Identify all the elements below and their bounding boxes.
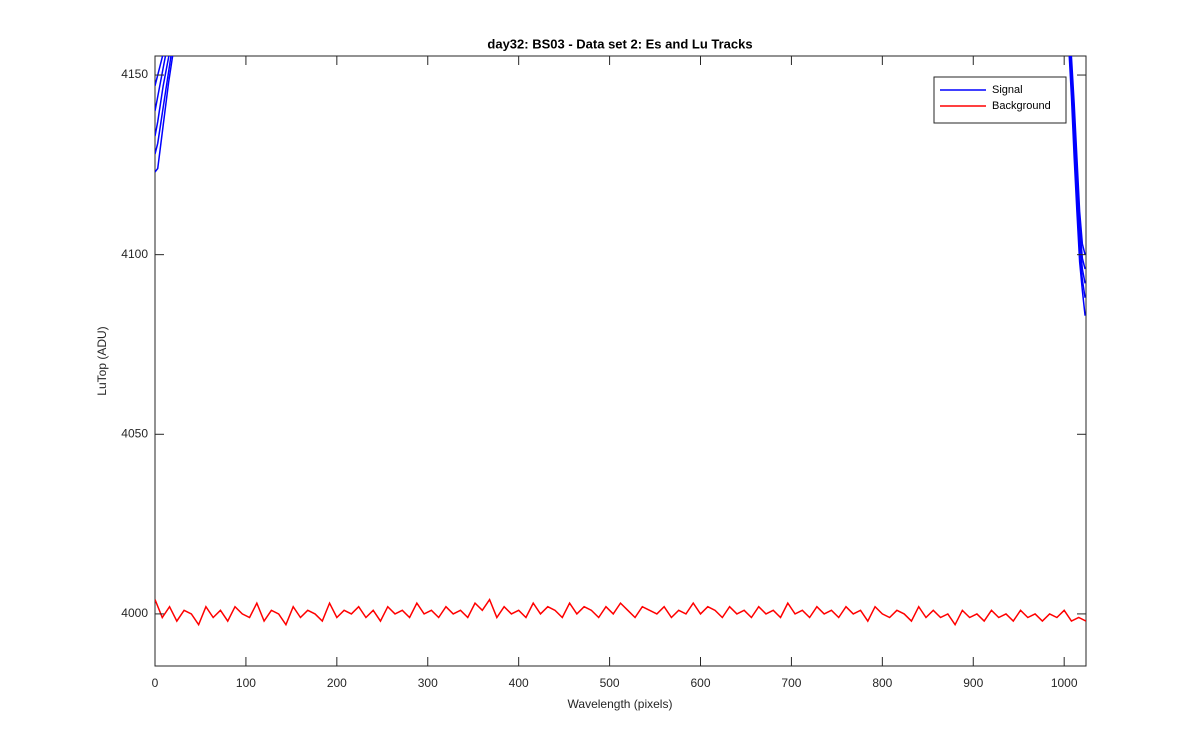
x-tick-label: 500 [600,676,620,690]
legend-label: Signal [992,84,1023,96]
x-tick-label: 100 [236,676,256,690]
series-line [155,56,1086,255]
plot-area [154,55,1087,667]
y-tick-label: 4000 [121,606,148,620]
y-tick-label: 4050 [121,426,148,440]
x-tick-label: 700 [781,676,801,690]
x-tick-label: 300 [418,676,438,690]
x-tick-label: 800 [872,676,892,690]
x-tick-label: 0 [152,676,159,690]
series-line [155,597,1086,627]
chart-title: day32: BS03 - Data set 2: Es and Lu Trac… [487,36,752,51]
legend-label: Background [992,100,1051,112]
x-tick-label: 1000 [1051,676,1078,690]
y-axis-label: LuTop (ADU) [95,326,109,395]
x-tick-label: 400 [509,676,529,690]
x-tick-label: 900 [963,676,983,690]
x-tick-label: 200 [327,676,347,690]
y-tick-label: 4150 [121,67,148,81]
x-axis-label: Wavelength (pixels) [568,697,673,711]
legend-box [933,76,1067,124]
x-tick-label: 600 [690,676,710,690]
legend: Signal Background [933,76,1067,124]
y-tick-label: 4100 [121,247,148,261]
